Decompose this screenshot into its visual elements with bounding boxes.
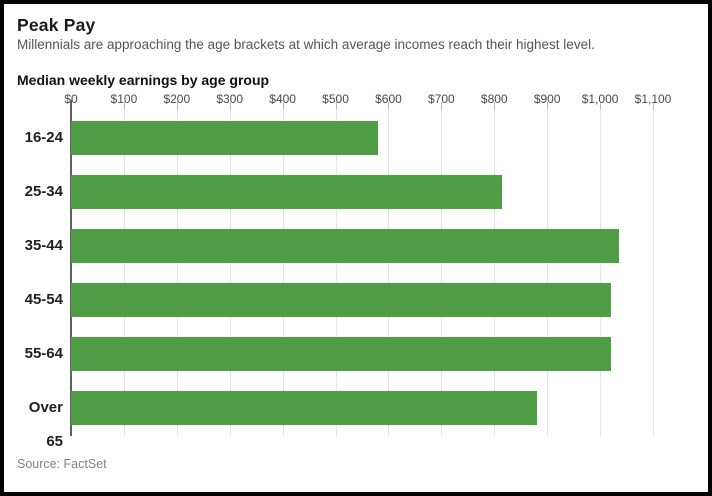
axis-tick-600	[388, 102, 390, 110]
gridline-600	[388, 108, 390, 436]
axis-tick-400	[282, 102, 284, 110]
axis-label-300: $300	[216, 92, 244, 106]
axis-label-1000: $1,000	[581, 92, 619, 106]
category-label-16-24: 16-24	[24, 129, 63, 146]
gridline-0	[70, 108, 72, 436]
gridline-400	[282, 108, 284, 436]
axis-label-600: $600	[375, 92, 402, 106]
gridline-100	[123, 108, 125, 436]
axis-tick-1000	[600, 102, 602, 110]
axis-tick-900	[547, 102, 549, 110]
axis-tick-700	[441, 102, 443, 110]
axis-label-0: $0	[64, 92, 78, 106]
category-label-25-34: 25-34	[24, 183, 63, 200]
axis-label-200: $200	[163, 92, 191, 106]
bar-45-54	[71, 283, 611, 317]
axis-tick-800	[494, 102, 496, 110]
plot-area	[70, 100, 654, 436]
axis-tick-0	[70, 100, 72, 110]
axis-label-900: $900	[533, 92, 561, 106]
category-label-55-64: 55-64	[24, 345, 63, 362]
bar-55-64	[71, 337, 611, 371]
gridline-500	[335, 108, 337, 436]
axis-label-100: $100	[110, 92, 138, 106]
category-label-over-65: Over 65	[28, 399, 63, 450]
bar-16-24	[71, 121, 378, 155]
axis-tick-500	[335, 102, 337, 110]
axis-label-700: $700	[428, 92, 455, 106]
bar-35-44	[71, 229, 619, 263]
gridline-1000	[600, 108, 602, 436]
source-note: Source: FactSet	[17, 457, 107, 471]
gridline-900	[547, 108, 549, 436]
bar-over-65	[71, 391, 537, 425]
axis-tick-1100	[653, 102, 654, 110]
gridline-1100	[653, 108, 654, 436]
axis-label-500: $500	[322, 92, 349, 106]
axis-tick-100	[123, 102, 125, 110]
chart-subtitle: Millennials are approaching the age brac…	[17, 37, 595, 52]
gridline-700	[441, 108, 443, 436]
category-label-45-54: 45-54	[24, 291, 63, 308]
axis-tick-200	[176, 102, 178, 110]
gridline-300	[229, 108, 231, 436]
axis-label-400: $400	[269, 92, 296, 106]
gridline-800	[494, 108, 496, 436]
page-title: Peak Pay	[17, 15, 96, 35]
axis-tick-300	[229, 102, 231, 110]
bar-25-34	[71, 175, 503, 209]
bar-chart: $0 $100 $200 $300 $400 $500 $600 $700 $800 $900 $1…	[4, 4, 708, 492]
axis-label-1100: $1,100	[634, 92, 672, 106]
category-label-35-44: 35-44	[24, 237, 63, 254]
gridline-200	[176, 108, 178, 436]
axis-label-800: $800	[480, 92, 508, 106]
chart-heading: Median weekly earnings by age group	[17, 72, 270, 88]
